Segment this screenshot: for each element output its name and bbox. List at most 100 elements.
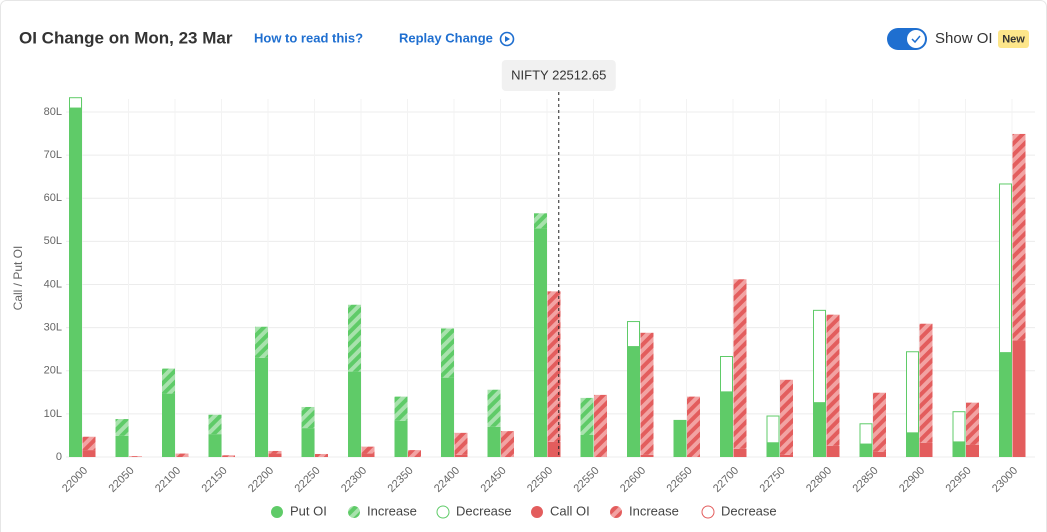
bar-put-hatch <box>348 304 361 372</box>
bar-put-hatch <box>534 213 547 229</box>
bar-put-solid <box>580 435 594 457</box>
legend-label: Increase <box>367 503 417 518</box>
bar-call-hatch <box>175 453 189 457</box>
legend-marker <box>436 505 450 519</box>
bar-call-hatch <box>733 279 747 449</box>
bar-call-solid <box>733 448 747 457</box>
bar-put-outline <box>627 321 640 348</box>
bar-call-hatch <box>919 323 933 443</box>
y-axis-label: Call / Put OI <box>11 246 25 311</box>
bar-call-solid <box>919 442 933 457</box>
bar-put-hatch <box>441 328 454 378</box>
legend-marker <box>271 506 283 518</box>
bar-put-hatch <box>115 419 129 436</box>
bar-call-solid <box>1012 340 1026 457</box>
bar-put-solid <box>673 419 687 457</box>
y-tick-label: 40L <box>44 278 62 290</box>
bar-put-hatch <box>580 397 594 436</box>
y-tick-label: 80L <box>44 106 62 118</box>
bar-put-solid <box>162 393 175 457</box>
spot-label: NIFTY 22512.65 <box>511 67 606 82</box>
bar-put-solid <box>115 435 129 457</box>
bar-put-outline <box>813 309 826 404</box>
y-tick-label: 70L <box>44 149 62 161</box>
bar-put-solid <box>720 391 733 457</box>
show-oi-toggle[interactable] <box>887 28 927 50</box>
bar-put-solid <box>813 402 826 457</box>
bar-put-outline <box>906 351 919 434</box>
legend-label: Put OI <box>290 503 327 518</box>
help-link[interactable]: How to read this? <box>254 30 363 45</box>
legend-marker <box>531 506 543 518</box>
bar-call-hatch <box>826 314 840 446</box>
bar-put-outline <box>859 423 873 445</box>
bar-put-solid <box>208 434 222 457</box>
bar-put-solid <box>441 377 454 457</box>
bar-call-solid <box>640 454 654 457</box>
bar-call-solid <box>873 451 886 457</box>
y-tick-label: 60L <box>44 192 62 204</box>
legend-label: Decrease <box>721 503 777 518</box>
bar-call-solid <box>361 453 375 457</box>
bar-call-hatch <box>268 450 282 454</box>
bar-call-hatch <box>408 450 421 457</box>
bar-call-hatch <box>1012 133 1026 341</box>
bar-put-solid <box>906 432 919 457</box>
bar-put-outline <box>999 183 1012 354</box>
bar-put-solid <box>394 420 408 457</box>
bar-put-outline <box>766 415 780 444</box>
bar-put-solid <box>301 428 315 457</box>
badge <box>998 30 1029 48</box>
bar-put-hatch <box>487 389 501 427</box>
bar-put-solid <box>952 441 966 457</box>
y-tick-label: 0 <box>56 451 62 463</box>
bar-call-solid <box>454 454 468 457</box>
bar-put-hatch <box>208 414 222 435</box>
bar-call-hatch <box>501 431 514 457</box>
bar-put-outline <box>720 356 733 393</box>
legend-marker <box>610 506 622 518</box>
bar-call-hatch <box>82 436 96 451</box>
legend-label: Decrease <box>456 503 512 518</box>
bar-put-hatch <box>255 326 268 358</box>
bar-put-hatch <box>394 396 408 421</box>
bar-call-hatch <box>315 453 328 457</box>
bar-call-hatch <box>966 402 979 445</box>
bar-put-solid <box>487 426 501 457</box>
bar-call-hatch <box>129 456 142 457</box>
bar-put-solid <box>627 346 640 457</box>
legend-marker <box>701 505 715 519</box>
bar-call-hatch <box>640 332 654 455</box>
bar-call-solid <box>826 445 840 457</box>
bar-call-solid <box>82 450 96 457</box>
bar-call-hatch <box>594 394 607 457</box>
y-tick-label: 50L <box>44 235 62 247</box>
replay-link[interactable]: Replay Change <box>399 30 493 45</box>
y-tick-label: 20L <box>44 365 62 377</box>
bar-put-hatch <box>301 406 315 429</box>
bar-call-hatch <box>687 396 700 457</box>
toggle-label: Show OI <box>935 30 993 47</box>
bar-call-hatch <box>222 455 235 457</box>
replay-icon[interactable] <box>499 31 515 47</box>
y-tick-label: 30L <box>44 322 62 334</box>
bar-call-hatch <box>361 446 375 454</box>
bar-put-outline <box>69 97 82 109</box>
chart-title: OI Change on Mon, 23 Mar <box>19 28 233 47</box>
bar-call-solid <box>966 444 979 457</box>
bar-put-solid <box>69 108 82 457</box>
legend-label: Call OI <box>550 503 590 518</box>
bar-put-solid <box>255 357 268 457</box>
bar-call-hatch <box>454 432 468 455</box>
legend-marker <box>348 506 360 518</box>
bar-put-solid <box>348 371 361 457</box>
bar-put-solid <box>534 228 547 457</box>
y-tick-label: 10L <box>44 408 62 420</box>
bar-call-solid <box>268 453 282 457</box>
bar-put-solid <box>859 444 873 457</box>
bar-call-solid <box>780 454 793 457</box>
bar-put-hatch <box>162 368 175 394</box>
badge-text: New <box>1002 33 1025 45</box>
bar-put-solid <box>999 352 1012 457</box>
